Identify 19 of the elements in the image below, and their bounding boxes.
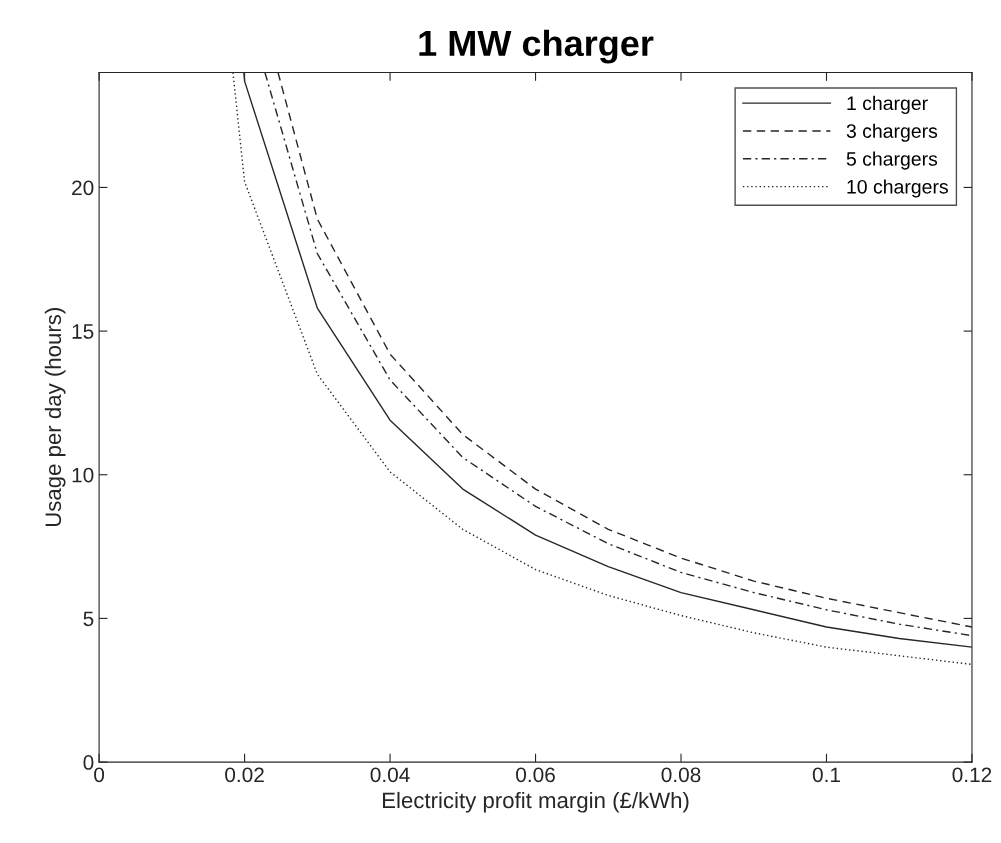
y-axis-title: Usage per day (hours): [44, 308, 66, 527]
x-tick-label: 0.12: [952, 767, 992, 783]
y-tick-label: 5: [83, 611, 94, 627]
legend-label: 1 charger: [847, 95, 928, 114]
legend-label: 3 chargers: [846, 123, 938, 142]
y-tick-label: 10: [72, 467, 94, 483]
x-tick-label: 0.06: [516, 767, 555, 783]
x-tick-label: 0.02: [225, 767, 264, 783]
x-tick-label: 0.1: [812, 767, 840, 783]
y-tick-label: 20: [72, 180, 94, 196]
x-axis-title: Electricity profit margin (£/kWh): [383, 791, 689, 813]
y-tick-label: 0: [83, 755, 94, 770]
x-tick-label: 0: [94, 767, 105, 783]
legend-label: 5 chargers: [846, 151, 938, 170]
y-tick-label: 15: [72, 324, 94, 339]
x-tick-label: 0.04: [370, 767, 410, 783]
chart-title: 1 MW charger: [419, 29, 654, 64]
x-tick-label: 0.08: [661, 767, 701, 783]
legend-label: 10 chargers: [847, 179, 948, 198]
